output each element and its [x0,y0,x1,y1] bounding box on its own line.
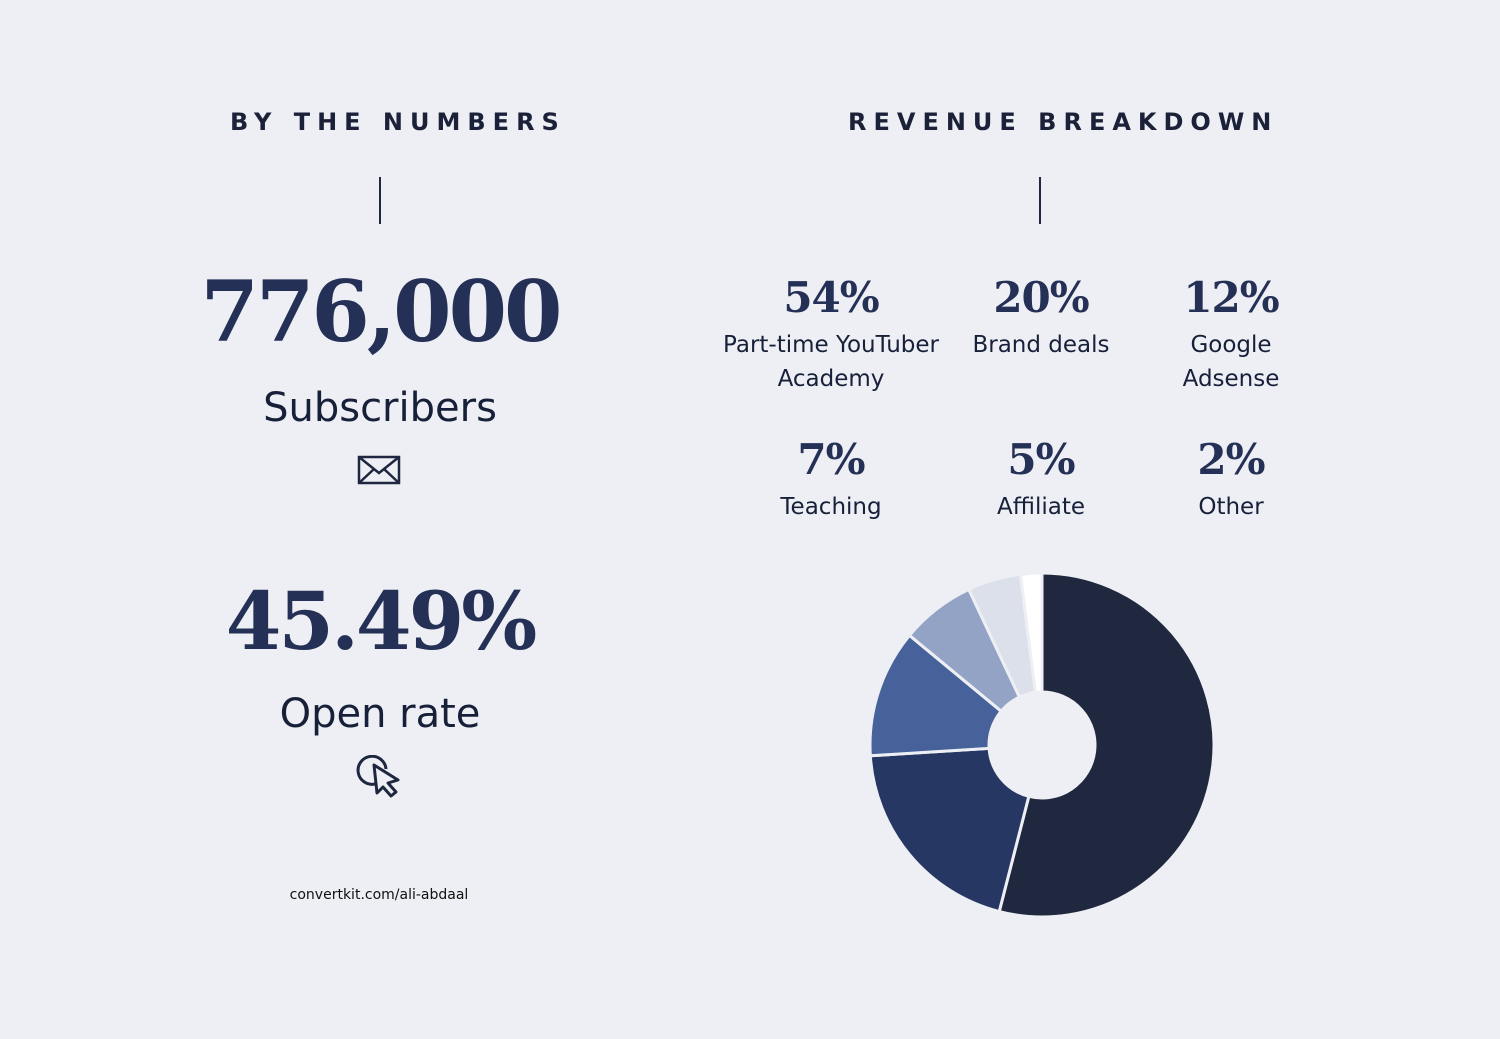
donut-slice-other [1018,571,1044,695]
revenue-percent: 20% [993,273,1089,322]
revenue-label: Affiliate [996,494,1085,520]
revenue-percent: 12% [1183,273,1279,322]
open-rate-label: Open rate [279,691,481,737]
open-rate-value: 45.49% [225,574,538,668]
revenue-label: Teaching [780,494,882,520]
subscribers-label: Subscribers [263,385,497,431]
revenue-item-affiliate: 5% Affiliate [911,434,1171,524]
by-the-numbers-heading: BY THE NUMBERS [230,108,566,136]
donut-slice-brand-deals [868,746,1031,914]
cursor-click-icon [356,754,404,806]
subscribers-value: 776,000 [200,262,563,361]
donut-slice-part-time-youtuber-academy [997,571,1216,919]
revenue-breakdown-heading: REVENUE BREAKDOWN [848,108,1279,136]
revenue-label: Brand deals [972,332,1110,358]
revenue-item-brand-deals: 20% Brand deals [911,272,1171,362]
revenue-label: Other [1198,494,1264,520]
revenue-donut-chart [868,571,1216,919]
revenue-item-youtuber-academy: 54% Part-time YouTuber Academy [701,272,961,396]
revenue-percent: 7% [797,435,865,484]
revenue-label: Google Adsense [1182,332,1280,392]
revenue-percent: 5% [1007,435,1075,484]
donut-slice-google-adsense [868,633,1004,758]
revenue-item-teaching: 7% Teaching [701,434,961,524]
revenue-item-other: 2% Other [1101,434,1361,524]
revenue-item-google-adsense: 12% Google Adsense [1101,272,1361,396]
right-divider [1039,177,1041,224]
revenue-percent: 2% [1197,435,1265,484]
envelope-icon [357,454,401,491]
revenue-percent: 54% [783,273,879,322]
revenue-label: Part-time YouTuber Academy [723,332,939,392]
left-divider [379,177,381,224]
footer-link[interactable]: convertkit.com/ali-abdaal [289,887,469,903]
